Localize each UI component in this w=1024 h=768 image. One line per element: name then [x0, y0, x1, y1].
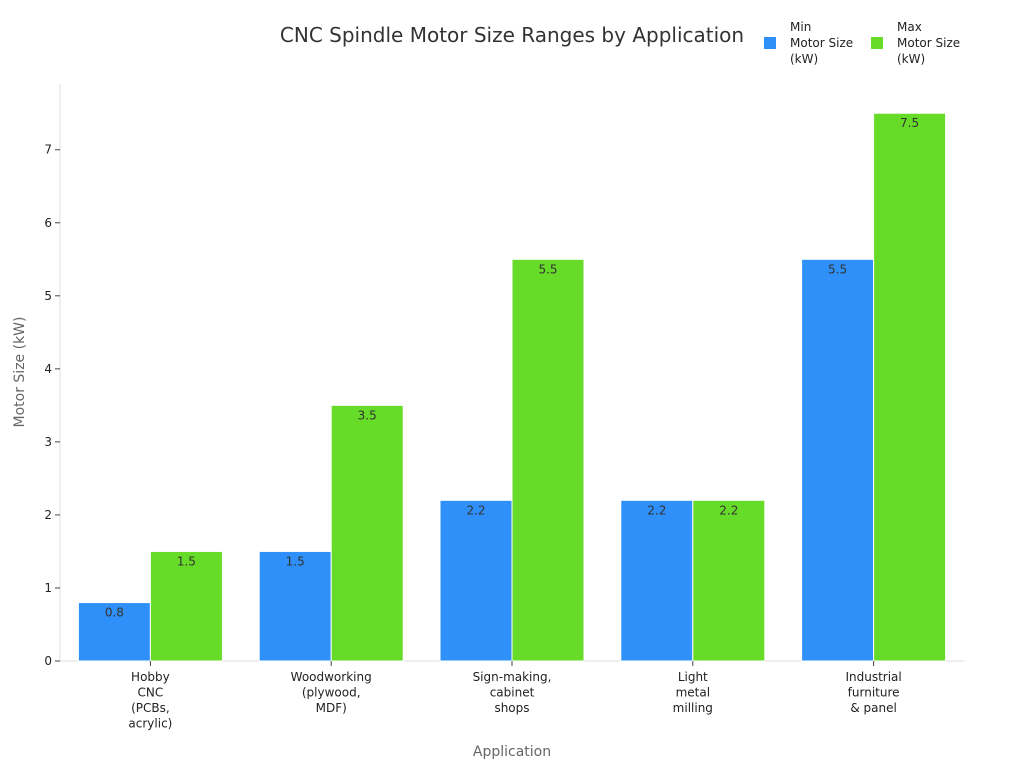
bar-value-label: 0.8: [105, 606, 124, 620]
x-tick-label-line: Light: [678, 670, 708, 684]
bar-min: [620, 499, 694, 662]
legend-label-line: (kW): [897, 52, 925, 66]
y-axis-title: Motor Size (kW): [12, 317, 28, 428]
bar-value-label: 1.5: [286, 554, 305, 568]
y-axis: 0 1 2 3 4 5 6 7: [44, 143, 60, 668]
legend-label: Min Motor Size (kW): [790, 20, 853, 66]
x-tick-label: Woodworking (plywood, MDF): [291, 670, 372, 715]
bar-value-label: 2.2: [466, 503, 485, 517]
y-tick-label: 2: [44, 508, 52, 522]
bar-value-label: 2.2: [647, 503, 666, 517]
x-tick-label-line: Hobby: [131, 670, 170, 684]
bar-max: [873, 112, 947, 662]
x-tick-label: Hobby CNC (PCBs, acrylic): [128, 670, 172, 731]
y-tick-label: 6: [44, 216, 52, 230]
bar-value-label: 7.5: [900, 116, 919, 130]
bar-value-label: 2.2: [719, 503, 738, 517]
bar-max: [511, 258, 585, 662]
x-tick-label-line: Industrial: [845, 670, 901, 684]
chart-title: CNC Spindle Motor Size Ranges by Applica…: [280, 23, 744, 47]
legend-label-line: (kW): [790, 52, 818, 66]
bar-min: [439, 499, 513, 662]
x-tick-label: Sign-making, cabinet shops: [473, 670, 552, 715]
bar-max: [330, 404, 404, 662]
x-tick-label-line: Sign-making,: [473, 670, 552, 684]
legend-label-line: Max: [897, 20, 922, 34]
x-tick-label-line: & panel: [850, 701, 896, 715]
y-tick-label: 1: [44, 581, 52, 595]
x-tick-label-line: shops: [494, 701, 529, 715]
x-tick-label-line: Woodworking: [291, 670, 372, 684]
x-tick-label: Industrial furniture & panel: [845, 670, 901, 715]
x-tick-label-line: cabinet: [490, 686, 535, 700]
x-tick-label-line: (PCBs,: [131, 701, 170, 715]
bar-max: [692, 499, 766, 662]
y-tick-label: 5: [44, 289, 52, 303]
y-tick-label: 3: [44, 435, 52, 449]
legend-label-line: Motor Size: [790, 36, 853, 50]
x-tick-label-line: CNC: [138, 686, 164, 700]
legend-label: Max Motor Size (kW): [897, 20, 960, 66]
x-axis: Hobby CNC (PCBs, acrylic) Woodworking (plywoo…: [128, 661, 902, 731]
legend-swatch: [871, 37, 883, 49]
legend-swatch: [764, 37, 776, 49]
bar-labels: 0.8 1.5 1.5 3.5 2.2 5.5 2.2 2.2 5.5 7.5: [105, 116, 919, 619]
y-tick-label: 0: [44, 654, 52, 668]
bar-min: [801, 258, 875, 662]
x-tick-label: Light metal milling: [673, 670, 713, 715]
x-tick-label-line: acrylic): [128, 717, 172, 731]
legend-label-line: Motor Size: [897, 36, 960, 50]
bar-value-label: 5.5: [538, 262, 557, 276]
bars: [77, 112, 947, 662]
legend: Min Motor Size (kW) Max Motor Size (kW): [764, 20, 960, 66]
bar-value-label: 1.5: [177, 554, 196, 568]
x-axis-title: Application: [473, 744, 551, 760]
bar-value-label: 5.5: [828, 262, 847, 276]
bar-min: [258, 550, 332, 662]
x-tick-label-line: metal: [676, 686, 710, 700]
y-tick-label: 4: [44, 362, 52, 376]
x-tick-label-line: MDF): [316, 701, 347, 715]
legend-label-line: Min: [790, 20, 811, 34]
bar-max: [149, 550, 223, 662]
x-tick-label-line: (plywood,: [302, 686, 361, 700]
x-tick-label-line: milling: [673, 701, 713, 715]
y-tick-label: 7: [44, 143, 52, 157]
bar-value-label: 3.5: [358, 408, 377, 422]
x-tick-label-line: furniture: [848, 686, 900, 700]
